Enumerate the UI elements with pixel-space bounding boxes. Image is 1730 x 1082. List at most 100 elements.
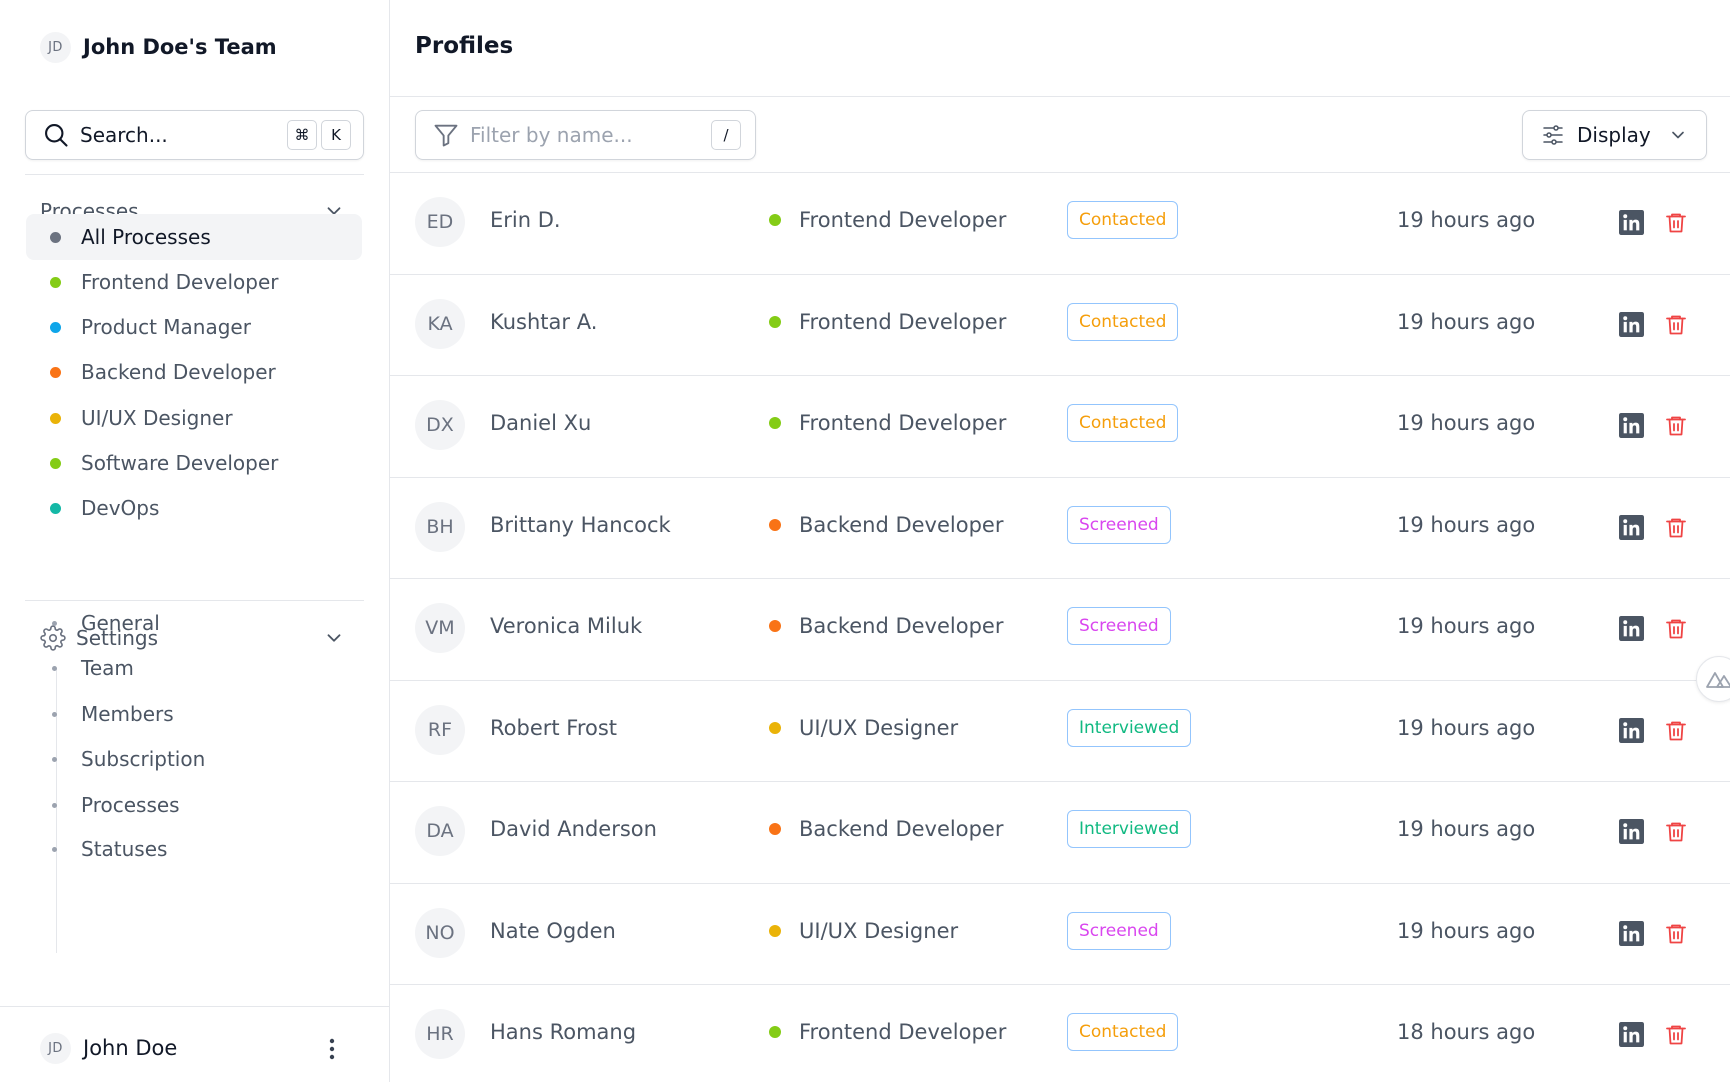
- gear-icon: [40, 625, 66, 651]
- sidebar-item-settings[interactable]: Team: [52, 650, 134, 686]
- profile-row[interactable]: BH Brittany Hancock Backend Developer Scree…: [390, 478, 1730, 579]
- profile-name[interactable]: Robert Frost: [490, 715, 618, 740]
- trash-icon[interactable]: [1664, 312, 1688, 337]
- sidebar-item-process[interactable]: All Processes: [26, 214, 362, 260]
- process-label: Frontend Developer: [799, 1020, 1007, 1044]
- linkedin-icon[interactable]: [1619, 616, 1644, 641]
- profile-name[interactable]: Nate Ogden: [490, 918, 616, 943]
- sidebar-item-process[interactable]: Software Developer: [26, 440, 362, 486]
- filter-icon: [434, 124, 458, 147]
- profile-timestamp: 19 hours ago: [1397, 817, 1536, 841]
- trash-icon[interactable]: [1664, 819, 1688, 844]
- status-badge[interactable]: Screened: [1067, 505, 1171, 544]
- status-badge[interactable]: Interviewed: [1067, 708, 1192, 747]
- profile-avatar: KA: [415, 298, 465, 349]
- profile-row[interactable]: NO Nate Ogden UI/UX Designer Screened 19 hou…: [390, 884, 1730, 985]
- team-avatar: JD: [40, 31, 71, 63]
- sidebar-item-settings[interactable]: General: [52, 605, 160, 641]
- linkedin-icon[interactable]: [1619, 920, 1644, 946]
- profile-avatar: RF: [415, 704, 465, 755]
- sliders-icon: [1543, 125, 1563, 145]
- linkedin-icon[interactable]: [1619, 514, 1644, 540]
- profile-row[interactable]: DX Daniel Xu Frontend Developer Contacted 19…: [390, 376, 1730, 478]
- profile-name[interactable]: Brittany Hancock: [490, 512, 671, 537]
- status-badge[interactable]: Contacted: [1067, 1013, 1179, 1051]
- status-badge[interactable]: Interviewed: [1067, 810, 1192, 848]
- status-badge[interactable]: Contacted: [1067, 201, 1179, 239]
- profile-name[interactable]: Kushtar A.: [490, 309, 598, 334]
- page-title: Profiles: [415, 33, 514, 59]
- profile-name[interactable]: David Anderson: [490, 817, 657, 841]
- devtools-toggle-icon[interactable]: [1696, 656, 1730, 702]
- filter-shortcut-key: /: [711, 120, 741, 150]
- trash-icon[interactable]: [1664, 1022, 1688, 1047]
- profile-process: Frontend Developer: [769, 310, 1006, 334]
- process-color-dot: [769, 315, 781, 328]
- sidebar-item-process[interactable]: DevOps: [26, 485, 362, 531]
- sidebar-item-settings[interactable]: Statuses: [52, 831, 167, 867]
- linkedin-icon[interactable]: [1619, 413, 1644, 438]
- trash-icon[interactable]: [1664, 413, 1688, 438]
- sidebar-item-process[interactable]: UI/UX Designer: [26, 395, 362, 441]
- team-switcher[interactable]: JD John Doe's Team: [40, 30, 277, 64]
- linkedin-icon[interactable]: [1619, 819, 1644, 844]
- status-badge[interactable]: Contacted: [1067, 302, 1179, 341]
- settings-section-toggle[interactable]: Settings: [40, 620, 345, 656]
- profile-name[interactable]: Erin D.: [490, 208, 561, 232]
- filter-input[interactable]: [470, 123, 707, 147]
- sidebar-item-process[interactable]: Product Manager: [26, 304, 362, 350]
- linkedin-icon[interactable]: [1619, 717, 1644, 743]
- profile-row[interactable]: RF Robert Frost UI/UX Designer Interviewed 1…: [390, 681, 1730, 782]
- process-color-dot: [769, 721, 781, 734]
- profile-row[interactable]: HR Hans Romang Frontend Developer Contacted…: [390, 985, 1730, 1082]
- filter-field[interactable]: /: [415, 110, 756, 160]
- user-name: John Doe: [83, 1036, 178, 1060]
- page-header: Profiles: [390, 0, 1730, 97]
- status-badge[interactable]: Screened: [1067, 607, 1171, 645]
- profile-row[interactable]: ED Erin D. Frontend Developer Contacted 19 h…: [390, 173, 1730, 275]
- chevron-down-icon: [1672, 131, 1684, 139]
- sidebar-item-process[interactable]: Frontend Developer: [26, 259, 362, 305]
- process-color-dot: [50, 276, 61, 288]
- sidebar-item-settings[interactable]: Members: [52, 696, 174, 732]
- more-options-icon[interactable]: [320, 1037, 344, 1061]
- trash-icon[interactable]: [1664, 616, 1688, 641]
- linkedin-icon[interactable]: [1619, 311, 1644, 337]
- sidebar-item-process[interactable]: Backend Developer: [26, 349, 362, 395]
- display-label: Display: [1577, 123, 1651, 147]
- search-label: Search...: [80, 123, 168, 147]
- process-color-dot: [769, 214, 781, 226]
- sidebar-item-settings[interactable]: Subscription: [52, 741, 205, 777]
- profile-avatar: NO: [415, 907, 465, 958]
- trash-icon[interactable]: [1664, 921, 1688, 946]
- status-badge[interactable]: Contacted: [1067, 404, 1179, 442]
- profile-name[interactable]: Daniel Xu: [490, 411, 592, 435]
- profile-process: Frontend Developer: [769, 208, 1006, 232]
- process-color-dot: [769, 1026, 781, 1038]
- search-button[interactable]: Search... ⌘ K: [25, 110, 364, 160]
- linkedin-icon[interactable]: [1619, 1022, 1644, 1047]
- profile-row[interactable]: KA Kushtar A. Frontend Developer Contacted 1…: [390, 275, 1730, 376]
- profile-avatar: VM: [415, 603, 465, 653]
- sidebar-item-settings[interactable]: Processes: [52, 787, 180, 823]
- profile-process: Backend Developer: [769, 513, 1003, 537]
- process-label: Backend Developer: [799, 614, 1004, 638]
- trash-icon[interactable]: [1664, 515, 1688, 540]
- process-color-dot: [50, 231, 61, 243]
- trash-icon[interactable]: [1664, 210, 1688, 235]
- process-label: Frontend Developer: [799, 309, 1007, 334]
- status-badge[interactable]: Screened: [1067, 911, 1171, 950]
- display-button[interactable]: Display: [1522, 110, 1707, 160]
- profile-row[interactable]: DA David Anderson Backend Developer Intervi…: [390, 782, 1730, 884]
- user-bar: JD John Doe: [0, 1006, 389, 1082]
- user-profile[interactable]: JD John Doe: [40, 1031, 177, 1065]
- profile-name[interactable]: Hans Romang: [490, 1020, 637, 1044]
- profile-row[interactable]: VM Veronica Miluk Backend Developer Screene…: [390, 579, 1730, 681]
- sidebar-divider: [25, 600, 364, 601]
- sidebar-item-label: Team: [81, 656, 134, 680]
- profile-avatar: HR: [415, 1009, 465, 1059]
- trash-icon[interactable]: [1664, 718, 1688, 743]
- linkedin-icon[interactable]: [1619, 210, 1644, 235]
- sidebar-divider: [25, 174, 364, 175]
- profile-name[interactable]: Veronica Miluk: [490, 614, 643, 638]
